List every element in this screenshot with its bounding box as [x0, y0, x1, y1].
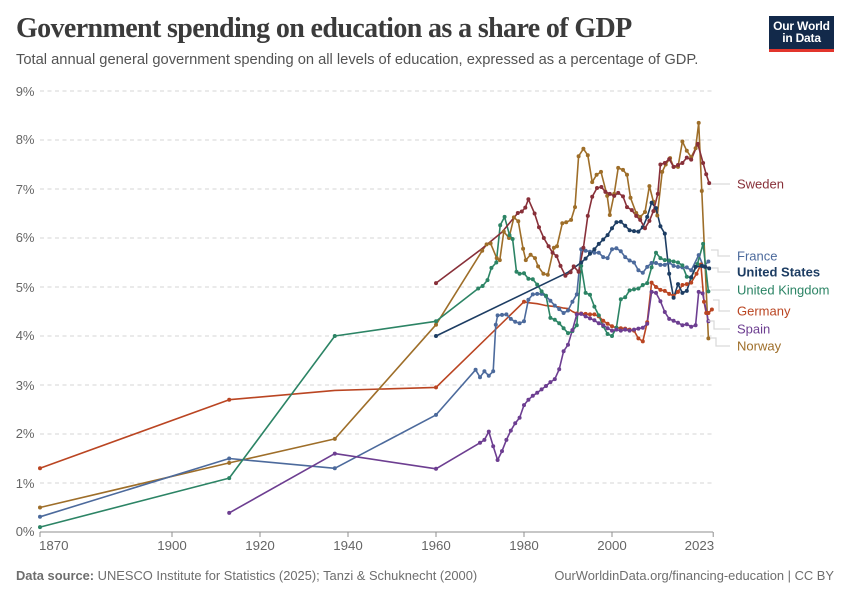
svg-text:3%: 3% — [16, 378, 35, 393]
svg-text:6%: 6% — [16, 230, 35, 245]
svg-text:5%: 5% — [16, 280, 35, 295]
svg-text:Sweden: Sweden — [737, 177, 784, 192]
svg-text:1900: 1900 — [157, 538, 187, 553]
svg-text:1870: 1870 — [39, 538, 69, 553]
svg-text:1%: 1% — [16, 476, 35, 491]
svg-text:2023: 2023 — [685, 538, 715, 553]
svg-text:2000: 2000 — [597, 538, 627, 553]
svg-text:1960: 1960 — [421, 538, 451, 553]
svg-text:0%: 0% — [16, 524, 35, 539]
svg-text:France: France — [737, 249, 777, 264]
svg-text:2%: 2% — [16, 426, 35, 441]
svg-text:Norway: Norway — [737, 339, 782, 354]
svg-text:1920: 1920 — [245, 538, 275, 553]
svg-text:9%: 9% — [16, 84, 35, 99]
svg-text:United Kingdom: United Kingdom — [737, 283, 830, 298]
svg-text:Spain: Spain — [737, 322, 770, 337]
svg-text:Germany: Germany — [737, 304, 791, 319]
svg-text:8%: 8% — [16, 132, 35, 147]
svg-text:4%: 4% — [16, 328, 35, 343]
svg-text:1980: 1980 — [509, 538, 539, 553]
svg-text:United States: United States — [737, 265, 820, 280]
svg-text:7%: 7% — [16, 182, 35, 197]
svg-text:1940: 1940 — [333, 538, 363, 553]
